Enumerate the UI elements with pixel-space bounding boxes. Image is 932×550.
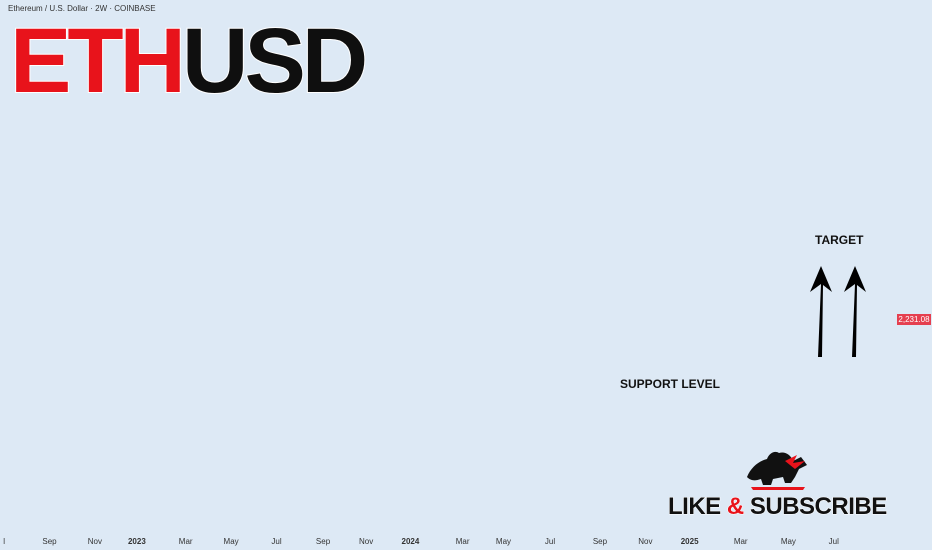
last-price-tag: 2,231.08 [897,314,931,325]
x-tick-label: 2023 [128,537,146,546]
x-tick-label: Sep [316,537,331,546]
cta-like: LIKE [668,493,722,521]
title-part-usd: USD [181,10,369,112]
x-tick-label: May [496,537,511,546]
cta-subscribe: SUBSCRIBE [749,493,887,521]
x-tick-label: Nov [88,537,102,546]
page-title: ETHUSD [9,10,369,112]
title-part-eth: ETH [9,10,187,112]
up-arrow-icon [810,266,832,357]
arrows-group [810,266,866,357]
x-tick-label: 2024 [402,537,420,546]
x-tick-label: Mar [734,537,748,546]
up-arrow-icon [844,266,866,357]
x-tick-label: Jul [545,537,555,546]
x-tick-label: Sep [42,537,57,546]
x-tick-label: 2025 [681,537,699,546]
x-tick-label: Nov [359,537,373,546]
x-tick-label: Jul [829,537,839,546]
x-tick-label: l [3,537,5,546]
x-tick-label: Nov [638,537,652,546]
x-tick-label: Sep [593,537,608,546]
cta-ampersand: & [726,493,744,521]
symbol-info: Ethereum / U.S. Dollar · 2W · COINBASE [8,4,156,13]
like-subscribe-banner: LIKE & SUBSCRIBE [668,493,888,521]
x-tick-label: May [781,537,796,546]
x-tick-label: Mar [179,537,193,546]
x-tick-label: Mar [456,537,470,546]
bull-bear-logo [747,451,807,490]
x-tick-label: May [224,537,239,546]
target-label: TARGET [815,233,864,247]
support-label: SUPPORT LEVEL [620,377,721,391]
x-tick-label: Jul [271,537,281,546]
